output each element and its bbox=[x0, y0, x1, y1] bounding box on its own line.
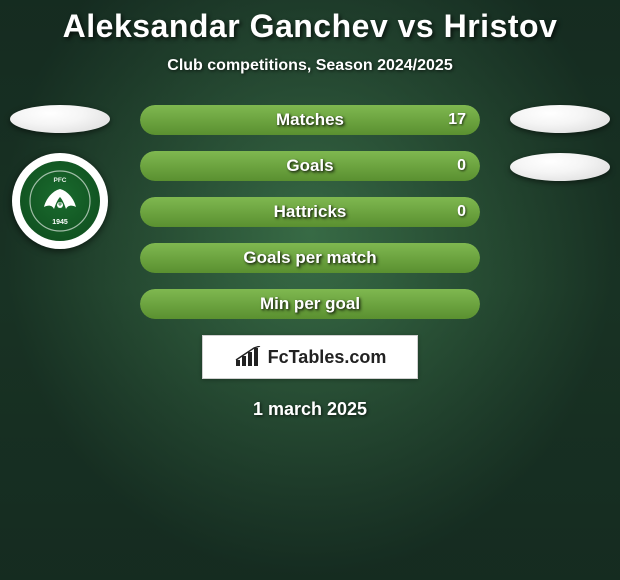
stat-bar: Matches17 bbox=[140, 105, 480, 135]
eagle-icon: PFC 1945 bbox=[28, 169, 92, 233]
subtitle: Club competitions, Season 2024/2025 bbox=[0, 57, 620, 75]
player-silhouette-oval bbox=[510, 153, 610, 181]
stat-bar: Hattricks0 bbox=[140, 197, 480, 227]
brand-text: FcTables.com bbox=[268, 347, 387, 368]
stat-bar-label: Goals bbox=[140, 151, 480, 181]
stat-bar: Min per goal bbox=[140, 289, 480, 319]
infographic: Aleksandar Ganchev vs Hristov Club compe… bbox=[0, 0, 620, 420]
stat-bar-value-right: 17 bbox=[448, 105, 466, 135]
stat-bar: Goals0 bbox=[140, 151, 480, 181]
snapshot-date: 1 march 2025 bbox=[0, 399, 620, 420]
bar-chart-icon bbox=[234, 346, 262, 368]
club-badge-ludogorets: PFC 1945 bbox=[12, 153, 108, 249]
comparison-area: PFC 1945 Matches17Goals0Hattricks0Goals … bbox=[0, 105, 620, 319]
stat-bar-label: Hattricks bbox=[140, 197, 480, 227]
stat-bar-label: Goals per match bbox=[140, 243, 480, 273]
badge-top-text: PFC bbox=[54, 177, 67, 184]
player-silhouette-oval bbox=[510, 105, 610, 133]
club-badge-inner: PFC 1945 bbox=[20, 161, 100, 241]
stat-bar: Goals per match bbox=[140, 243, 480, 273]
page-title: Aleksandar Ganchev vs Hristov bbox=[0, 8, 620, 45]
player-silhouette-oval bbox=[10, 105, 110, 133]
stat-bars: Matches17Goals0Hattricks0Goals per match… bbox=[140, 105, 480, 319]
stat-bar-value-right: 0 bbox=[457, 151, 466, 181]
left-player-column: PFC 1945 bbox=[0, 105, 120, 249]
stat-bar-label: Matches bbox=[140, 105, 480, 135]
badge-year: 1945 bbox=[52, 219, 68, 226]
right-player-column bbox=[500, 105, 620, 201]
brand-attribution[interactable]: FcTables.com bbox=[202, 335, 418, 379]
stat-bar-value-right: 0 bbox=[457, 197, 466, 227]
stat-bar-label: Min per goal bbox=[140, 289, 480, 319]
